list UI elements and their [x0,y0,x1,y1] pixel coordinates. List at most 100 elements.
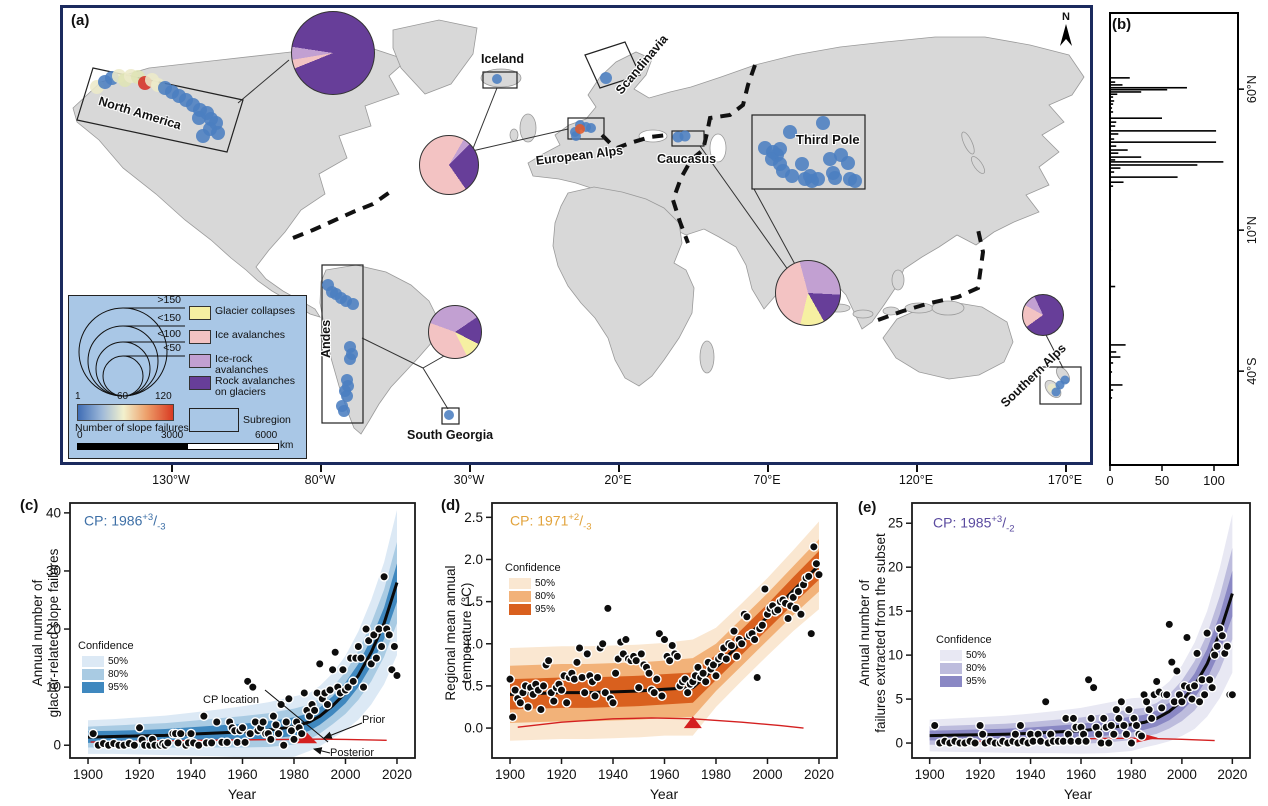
pie-leader-line [471,87,498,152]
latitude-bar [1110,138,1115,140]
latitude-bar [1110,107,1113,109]
scatter-point [1164,619,1175,630]
y-tick-label: 0 [53,738,61,753]
latitude-bar [1110,351,1117,353]
y-tick-label: 0.0 [464,721,483,736]
cp-sup: +2 [568,512,580,523]
x-tick-label: 1900 [73,767,103,782]
scatter-point [299,688,310,698]
scatter-point [574,643,585,653]
scatter-point [175,728,186,739]
y-axis-label-line: temperature (°C) [459,582,474,684]
confidence-80-swatch [82,669,104,680]
scatter-point [729,626,739,637]
colorbar-tick: 120 [155,391,172,402]
scatter-point [376,641,387,652]
scatter-point [1141,696,1152,707]
latitude-bar [1110,181,1124,183]
subregion-label: Subregion [243,414,291,426]
slope-failure-dot-third_pole [785,169,799,183]
y-tick-label: 5 [895,692,903,707]
scatter-point [507,712,518,723]
scatter-point [682,687,693,698]
confidence-80-swatch [940,663,962,674]
latitude-bar [1110,86,1187,89]
slope-failure-dot-north_america [196,129,210,143]
cp-text: CP: 1985 [933,514,992,531]
confidence-legend-e: Confidence 50% 80% 95% [936,634,992,688]
scatter-point [505,674,515,685]
scatter-point [515,697,526,708]
y-tick-label: 2.0 [464,552,483,567]
confidence-80-swatch [509,591,531,602]
subregion-box [751,114,866,190]
scatter-point [698,668,709,679]
panel-b-frame [1109,12,1239,466]
confidence-row: 95% [78,681,134,694]
scatter-point [711,670,721,681]
longitude-axis: 130°W 80°W 30°W 20°E 70°E 120°E 170°E [60,465,1093,493]
scatter-point [379,571,390,582]
latitude-bar [1110,133,1119,135]
scatter-point [672,651,683,662]
scatter-point [1146,713,1157,724]
scatter-point [1040,696,1051,707]
scatter-point [1217,630,1228,641]
pie-leader-line [422,355,445,369]
scatter-point [1189,680,1200,691]
x-axis-label-d: Year [649,786,679,802]
latitude-bar [1110,96,1114,98]
scatter-point [278,740,289,751]
latitude-bar [1110,161,1224,163]
scatter-point [1126,738,1137,748]
annotation-prior: Prior [362,714,386,726]
prior-curve [517,717,804,729]
y-tick-label: 1.5 [464,594,483,609]
region-label-south-georgia: South Georgia [407,428,494,442]
slope-failure-dot-third_pole [816,116,830,130]
scatter-point [1156,702,1167,713]
confidence-row: 50% [505,577,561,590]
latitude-bar [1110,111,1114,113]
confidence-50-swatch [940,650,962,661]
pie-leader-line [237,59,290,104]
latitude-bar [1110,397,1113,399]
scatter-point [258,717,268,727]
confidence-50-swatch [82,656,104,667]
x-tick-label: 2000 [752,767,782,782]
x-tick-label: 1940 [598,767,628,782]
scatter-point [636,648,647,659]
longitude-tick [618,465,620,472]
confidence-label: 50% [966,650,987,661]
slope-failure-dot-third_pole [823,152,837,166]
cp-mid: / [1002,514,1007,531]
scatter-point [657,691,667,701]
scatter-point [1209,650,1220,661]
scatter-point [134,722,145,733]
y-tick-label: 15 [888,604,903,619]
confidence-label: 50% [535,578,556,589]
pie-leader-line [753,188,798,269]
confidence-label: 95% [535,604,556,615]
longitude-tick [469,465,471,472]
longitude-tick-label: 70°E [753,473,781,487]
scatter-point [296,728,307,739]
y-tick-label: 1.0 [464,636,483,651]
scatter-point [1108,729,1119,740]
scatter-point [1121,729,1132,740]
posterior-peak [683,716,702,729]
x-tick-label: 2000 [1167,767,1197,782]
subregion-box [441,407,460,425]
scatter-point [536,704,546,715]
ice-rock-avalanche-swatch [189,354,211,368]
scatter-point [814,569,824,580]
slope-failure-dot-andes [347,298,359,310]
annotation-line [312,747,331,755]
scatter-point [1207,682,1218,693]
scatter-point [592,672,603,683]
scalebar-tick: 6000 [255,430,278,441]
scatter-point [1161,689,1172,700]
y-tick-label: 0 [895,736,903,751]
slope-failure-dots [90,69,1070,420]
